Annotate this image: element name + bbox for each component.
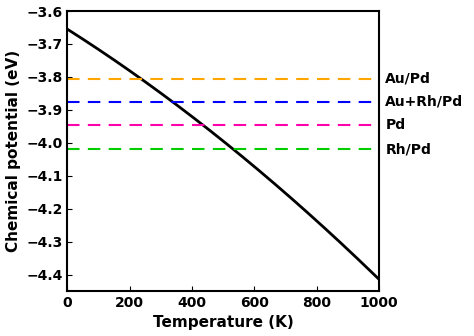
X-axis label: Temperature (K): Temperature (K) bbox=[153, 316, 294, 330]
Text: Au/Pd: Au/Pd bbox=[385, 72, 431, 86]
Text: Rh/Pd: Rh/Pd bbox=[385, 142, 431, 156]
Text: Au+Rh/Pd: Au+Rh/Pd bbox=[385, 95, 464, 109]
Y-axis label: Chemical potential (eV): Chemical potential (eV) bbox=[6, 50, 20, 252]
Text: Pd: Pd bbox=[385, 118, 406, 132]
